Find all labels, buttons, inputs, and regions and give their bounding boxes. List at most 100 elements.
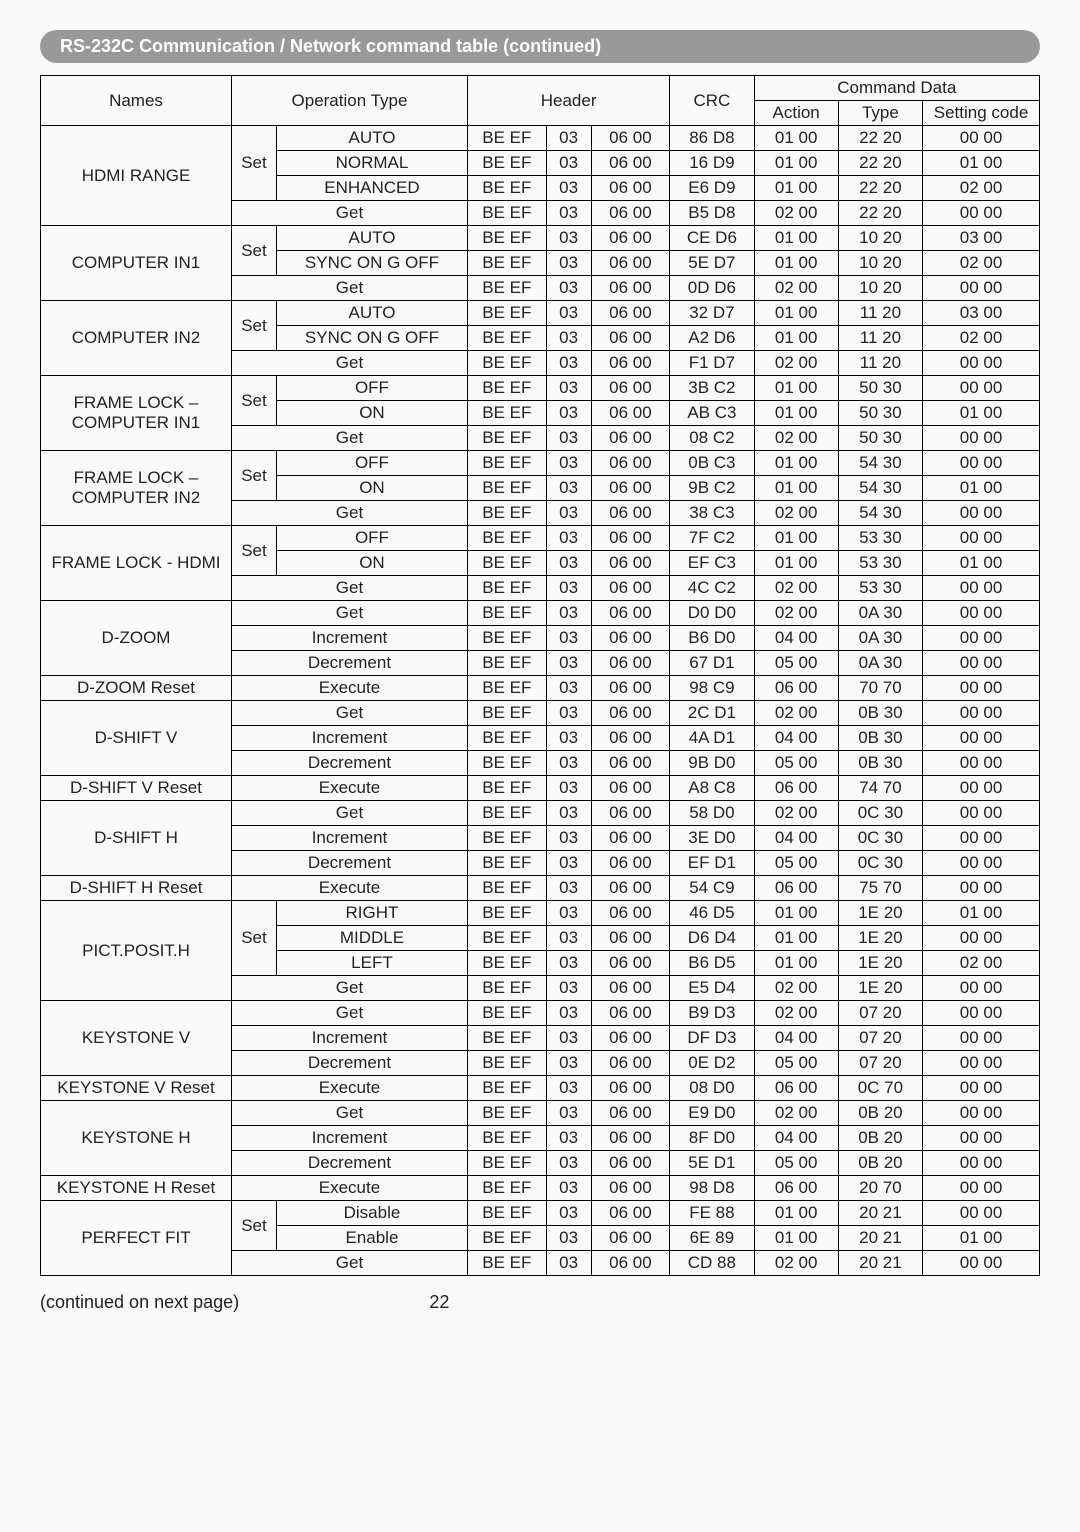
- cell-set: 00 00: [923, 751, 1040, 776]
- cell-op: ENHANCED: [276, 176, 467, 201]
- cell-h3: 06 00: [591, 226, 670, 251]
- cell-typ: 53 30: [838, 526, 922, 551]
- cell-op: Get: [232, 601, 468, 626]
- cell-crc: 98 C9: [670, 676, 754, 701]
- cell-crc: A2 D6: [670, 326, 754, 351]
- cell-typ: 22 20: [838, 176, 922, 201]
- cell-act: 05 00: [754, 751, 838, 776]
- cell-typ: 0A 30: [838, 626, 922, 651]
- cell-h1: BE EF: [467, 726, 546, 751]
- cell-h2: 03: [546, 1051, 591, 1076]
- cell-crc: 54 C9: [670, 876, 754, 901]
- cell-name: PICT.POSIT.H: [41, 901, 232, 1001]
- cell-h1: BE EF: [467, 126, 546, 151]
- cell-h3: 06 00: [591, 851, 670, 876]
- cell-act: 01 00: [754, 126, 838, 151]
- cell-h1: BE EF: [467, 501, 546, 526]
- cell-act: 04 00: [754, 1026, 838, 1051]
- cell-h1: BE EF: [467, 751, 546, 776]
- cell-op: Get: [232, 701, 468, 726]
- cell-act: 06 00: [754, 1076, 838, 1101]
- cell-h2: 03: [546, 1076, 591, 1101]
- cell-set: 00 00: [923, 601, 1040, 626]
- cell-crc: 3E D0: [670, 826, 754, 851]
- cell-act: 05 00: [754, 1051, 838, 1076]
- cell-crc: F1 D7: [670, 351, 754, 376]
- continued-note: (continued on next page): [40, 1292, 239, 1313]
- cell-h3: 06 00: [591, 951, 670, 976]
- th-names: Names: [41, 76, 232, 126]
- cell-typ: 0B 30: [838, 726, 922, 751]
- cell-crc: CD 88: [670, 1251, 754, 1276]
- cell-op: Execute: [232, 776, 468, 801]
- cell-typ: 11 20: [838, 326, 922, 351]
- cell-set: 02 00: [923, 176, 1040, 201]
- cell-typ: 11 20: [838, 301, 922, 326]
- cell-h2: 03: [546, 526, 591, 551]
- cell-typ: 0C 30: [838, 851, 922, 876]
- cell-op: MIDDLE: [276, 926, 467, 951]
- table-row: PICT.POSIT.HSetRIGHTBE EF0306 0046 D501 …: [41, 901, 1040, 926]
- cell-h2: 03: [546, 1151, 591, 1176]
- cell-typ: 54 30: [838, 476, 922, 501]
- cell-h3: 06 00: [591, 276, 670, 301]
- cell-crc: 0D D6: [670, 276, 754, 301]
- cell-setget: Set: [232, 1201, 277, 1251]
- table-row: HDMI RANGESetAUTOBE EF0306 0086 D801 002…: [41, 126, 1040, 151]
- cell-act: 02 00: [754, 1101, 838, 1126]
- cell-h2: 03: [546, 626, 591, 651]
- cell-h1: BE EF: [467, 551, 546, 576]
- cell-set: 00 00: [923, 701, 1040, 726]
- cell-h2: 03: [546, 401, 591, 426]
- cell-set: 00 00: [923, 126, 1040, 151]
- cell-set: 00 00: [923, 976, 1040, 1001]
- cell-h2: 03: [546, 926, 591, 951]
- cell-h2: 03: [546, 551, 591, 576]
- cell-op: Increment: [232, 1126, 468, 1151]
- cell-typ: 50 30: [838, 426, 922, 451]
- cell-h1: BE EF: [467, 426, 546, 451]
- cell-h3: 06 00: [591, 501, 670, 526]
- cell-h2: 03: [546, 951, 591, 976]
- cell-act: 06 00: [754, 776, 838, 801]
- cell-act: 01 00: [754, 526, 838, 551]
- cell-name: D-SHIFT H Reset: [41, 876, 232, 901]
- cell-h2: 03: [546, 901, 591, 926]
- cell-op: SYNC ON G OFF: [276, 326, 467, 351]
- cell-op: Disable: [276, 1201, 467, 1226]
- cell-h2: 03: [546, 226, 591, 251]
- cell-crc: D0 D0: [670, 601, 754, 626]
- cell-act: 04 00: [754, 726, 838, 751]
- cell-act: 05 00: [754, 651, 838, 676]
- cell-crc: CE D6: [670, 226, 754, 251]
- cell-h3: 06 00: [591, 1101, 670, 1126]
- page-footer: (continued on next page) 22: [40, 1292, 1040, 1313]
- cell-op: Execute: [232, 1076, 468, 1101]
- th-command-data: Command Data: [754, 76, 1039, 101]
- cell-h2: 03: [546, 301, 591, 326]
- cell-setget: Set: [232, 376, 277, 426]
- cell-h3: 06 00: [591, 1001, 670, 1026]
- cell-set: 01 00: [923, 551, 1040, 576]
- cell-act: 01 00: [754, 901, 838, 926]
- cell-typ: 0C 70: [838, 1076, 922, 1101]
- cell-set: 00 00: [923, 651, 1040, 676]
- cell-op: Execute: [232, 876, 468, 901]
- table-row: D-ZOOMGetBE EF0306 00D0 D002 000A 3000 0…: [41, 601, 1040, 626]
- cell-op: Get: [232, 976, 468, 1001]
- cell-h2: 03: [546, 801, 591, 826]
- cell-h3: 06 00: [591, 551, 670, 576]
- cell-act: 01 00: [754, 176, 838, 201]
- cell-act: 02 00: [754, 701, 838, 726]
- cell-name: HDMI RANGE: [41, 126, 232, 226]
- cell-name: COMPUTER IN1: [41, 226, 232, 301]
- cell-h2: 03: [546, 1226, 591, 1251]
- cell-act: 04 00: [754, 626, 838, 651]
- cell-name: KEYSTONE H Reset: [41, 1176, 232, 1201]
- cell-typ: 74 70: [838, 776, 922, 801]
- cell-h2: 03: [546, 476, 591, 501]
- cell-h1: BE EF: [467, 301, 546, 326]
- cell-h1: BE EF: [467, 176, 546, 201]
- cell-h3: 06 00: [591, 576, 670, 601]
- table-row: D-SHIFT V ResetExecuteBE EF0306 00A8 C80…: [41, 776, 1040, 801]
